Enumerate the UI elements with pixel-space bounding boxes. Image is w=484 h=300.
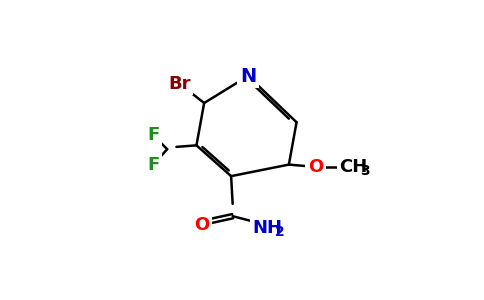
Text: N: N xyxy=(240,67,256,85)
Text: NH: NH xyxy=(252,219,282,237)
Text: O: O xyxy=(194,216,210,234)
Text: O: O xyxy=(308,158,323,176)
Text: F: F xyxy=(147,156,159,174)
Text: CH: CH xyxy=(339,158,367,176)
Text: 2: 2 xyxy=(275,225,285,238)
Text: Br: Br xyxy=(168,75,191,93)
Text: F: F xyxy=(147,126,159,144)
Text: 3: 3 xyxy=(360,164,370,178)
